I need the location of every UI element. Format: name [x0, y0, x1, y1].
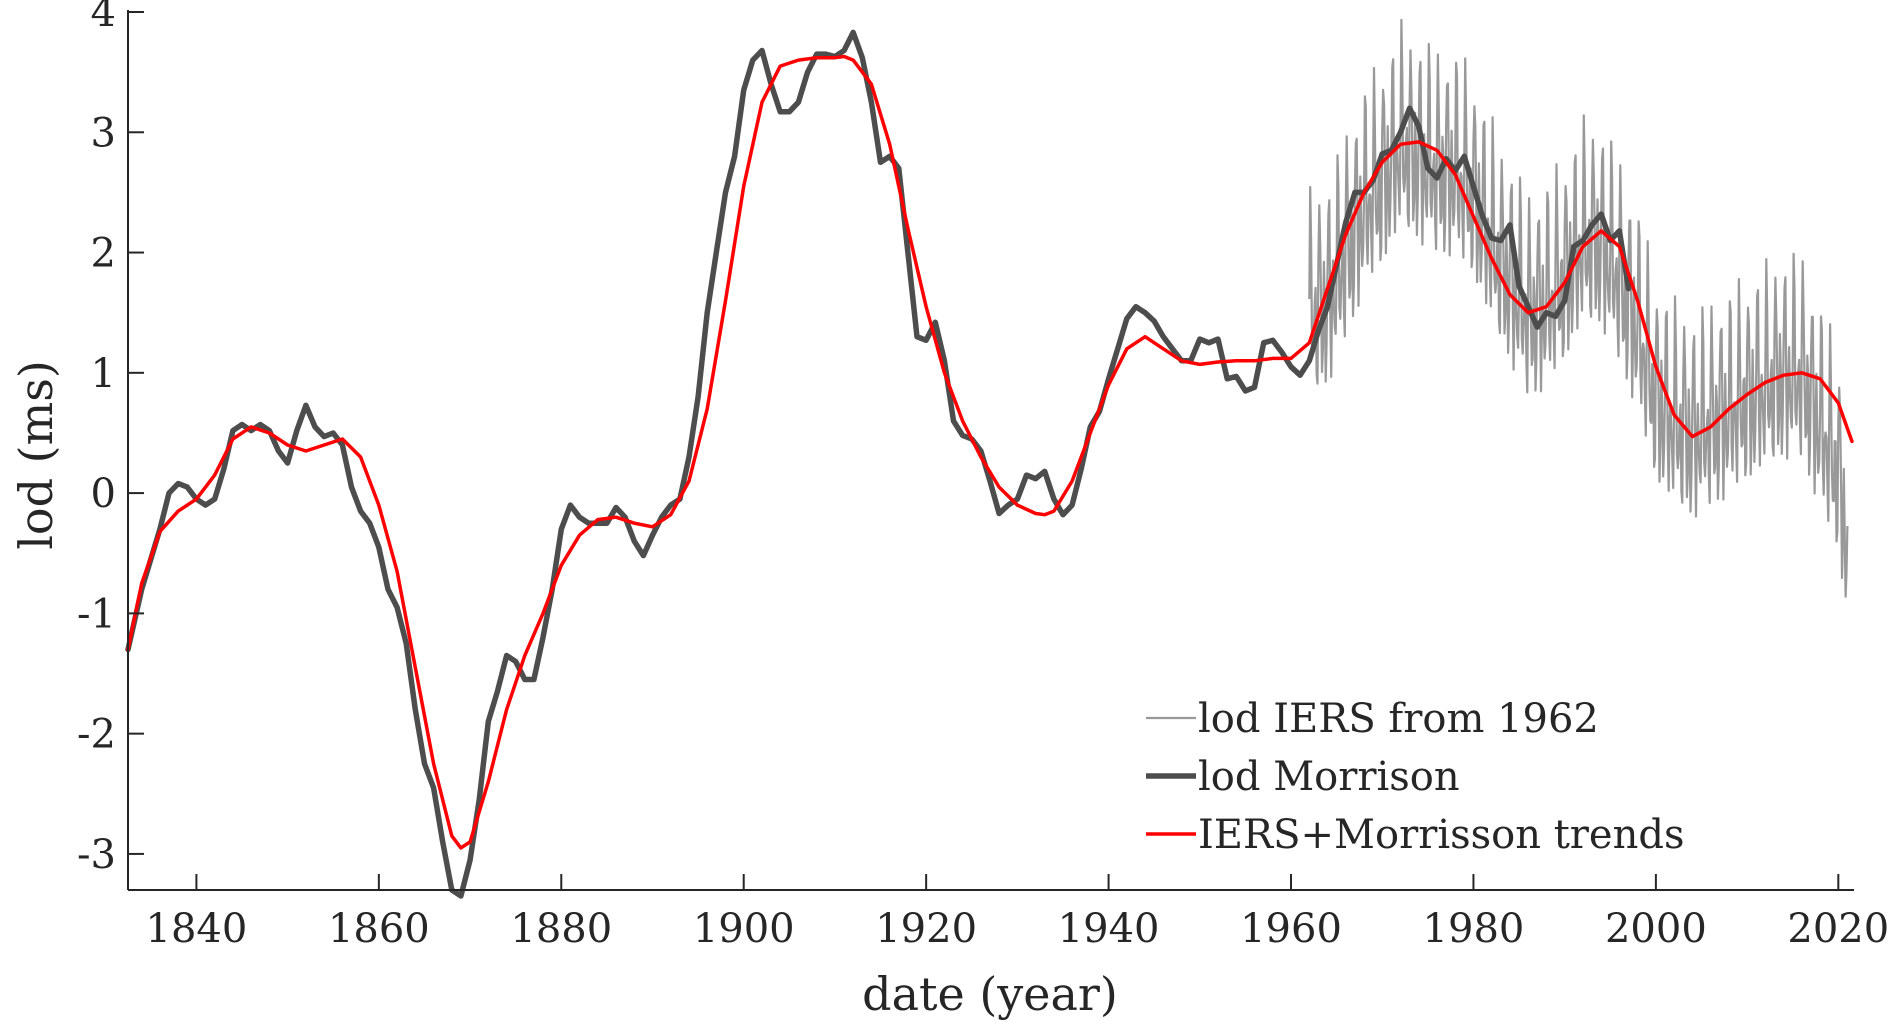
y-tick-label: 0	[91, 471, 116, 517]
x-tick-label: 1960	[1240, 906, 1342, 952]
y-tick-label: 4	[91, 0, 116, 36]
x-tick-label: 1860	[328, 906, 430, 952]
series-2	[126, 54, 1854, 850]
x-tick-label: 2000	[1605, 906, 1707, 952]
x-tick-label: 1980	[1423, 906, 1525, 952]
x-tick-label: 1920	[875, 906, 977, 952]
series-layer	[125, 18, 1854, 899]
plot-area: 1840 1860 1880 1900 1920 1940 1960 1980 2000 2020…	[77, 0, 1889, 952]
y-tick-label: -1	[77, 591, 116, 637]
y-tick-label: 2	[91, 231, 116, 277]
x-tick-label: 1880	[510, 906, 612, 952]
x-tick-label: 1940	[1058, 906, 1160, 952]
y-ticks: 4 3 2 1 0 -1 -2 -3	[77, 0, 144, 878]
legend-label-1: lod Morrison	[1198, 754, 1460, 800]
x-axis-title: date (year)	[862, 967, 1118, 1021]
y-tick-label: -2	[77, 712, 116, 758]
legend-label-2: IERS+Morrisson trends	[1198, 812, 1684, 858]
series-line-morrison	[125, 29, 1632, 899]
y-tick-label: 1	[91, 351, 116, 397]
series-0	[1308, 18, 1849, 598]
series-line-trend	[126, 54, 1854, 850]
series-line-iers	[1308, 18, 1849, 598]
x-tick-label: 2020	[1787, 906, 1889, 952]
series-1	[125, 29, 1632, 899]
x-tick-label: 1900	[693, 906, 795, 952]
y-axis-title: lod (ms)	[9, 360, 63, 550]
y-tick-label: -3	[77, 832, 116, 878]
x-ticks: 1840 1860 1880 1900 1920 1940 1960 1980 2000 2020	[146, 874, 1889, 952]
legend-label-0: lod IERS from 1962	[1198, 696, 1599, 742]
legend: lod IERS from 1962 lod Morrison IERS+Morri…	[1146, 696, 1684, 858]
y-tick-label: 3	[91, 110, 116, 156]
x-tick-label: 1840	[146, 906, 248, 952]
